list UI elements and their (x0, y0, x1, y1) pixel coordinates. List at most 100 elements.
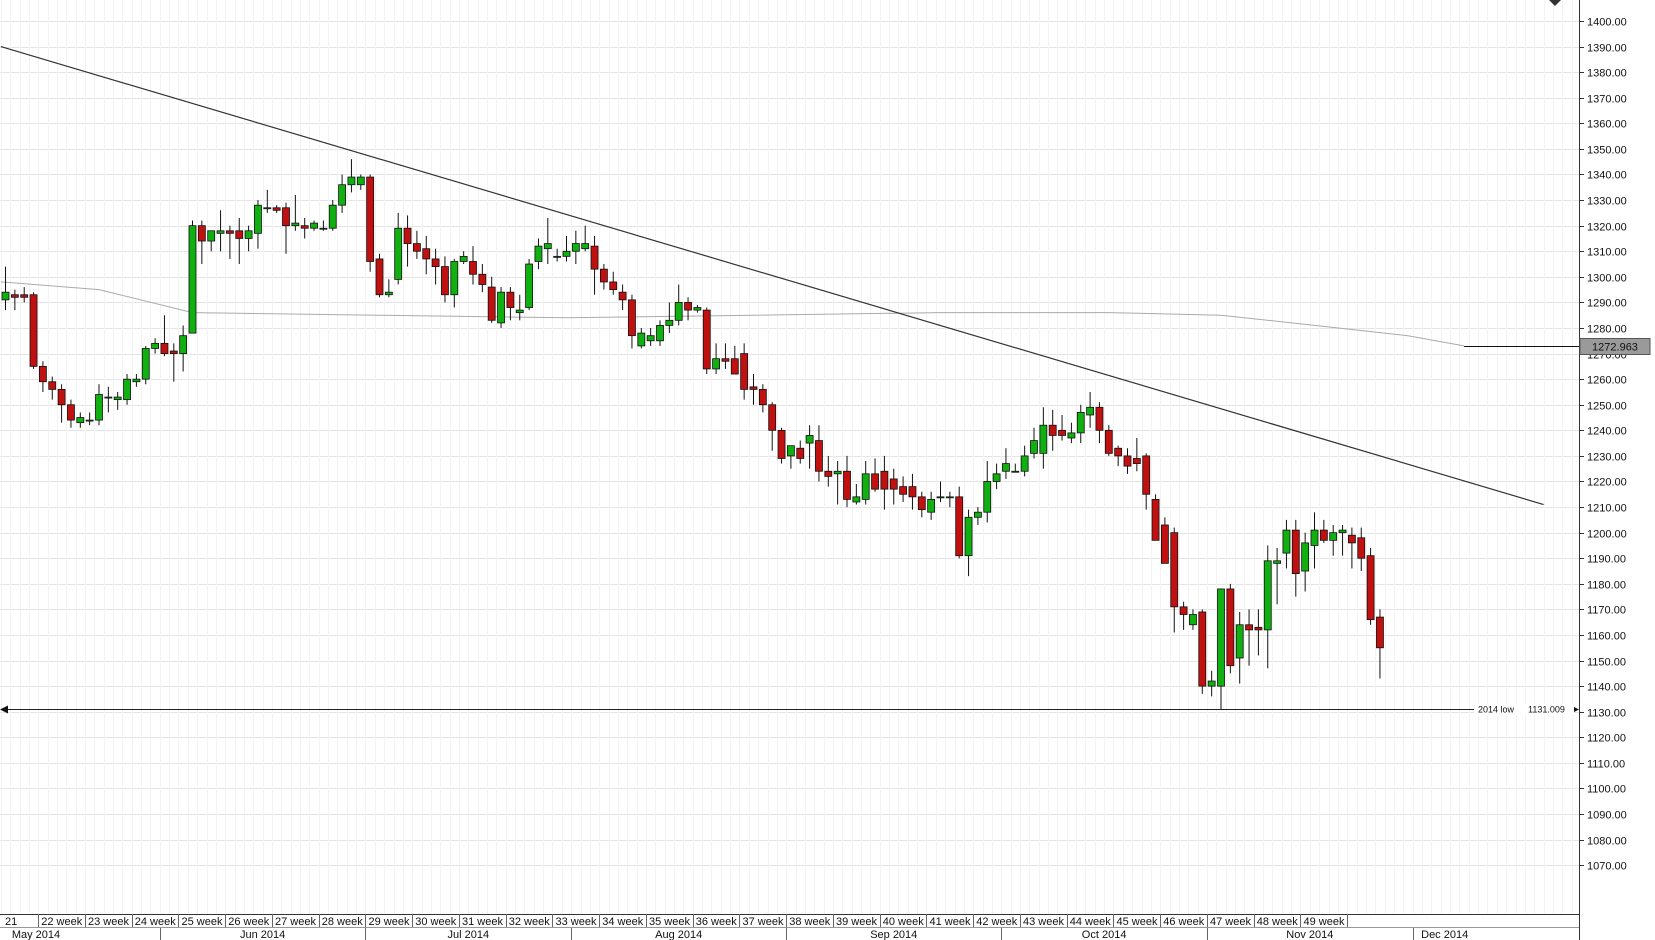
candle (796, 440, 805, 464)
candle (917, 491, 926, 518)
candle-body-down (758, 388, 767, 406)
week-label: 41 week (929, 916, 970, 928)
candle (525, 258, 533, 311)
candle-body-down (422, 248, 431, 260)
y-tick-label: 1360.00 (1587, 119, 1627, 131)
candle (113, 391, 122, 410)
candle (730, 345, 739, 375)
candle (974, 507, 982, 525)
week-label: 32 week (509, 916, 550, 928)
y-tick-label: 1130.00 (1587, 708, 1626, 720)
y-tick-label: 1210.00 (1587, 503, 1627, 515)
candle (403, 215, 412, 267)
candle (908, 473, 917, 510)
candle (983, 461, 992, 523)
candle-body-up (534, 245, 543, 262)
candle (899, 476, 907, 502)
candle (1329, 524, 1338, 556)
candle-body-up (104, 396, 113, 399)
week-label: 48 week (1257, 916, 1298, 928)
candle (1273, 548, 1281, 605)
candle (1039, 407, 1048, 469)
candle-body-up (459, 255, 468, 262)
candle-body-up (338, 184, 347, 206)
y-tick-label: 1340.00 (1587, 170, 1627, 182)
candle-body-down (1170, 532, 1179, 608)
week-label: 35 week (649, 916, 690, 928)
y-tick-label: 1380.00 (1587, 68, 1627, 80)
candle (39, 361, 47, 392)
candle-body-down (1376, 616, 1384, 649)
candle-body-up (581, 243, 590, 250)
candle (749, 374, 758, 405)
candle-body-down (749, 386, 758, 390)
y-tick-label: 1220.00 (1587, 477, 1627, 489)
week-label: 28 week (322, 916, 363, 928)
month-label: Oct 2014 (1082, 929, 1127, 940)
candle (656, 320, 664, 346)
candle (1151, 494, 1160, 541)
candle-body-up (384, 291, 393, 296)
month-label: Dec 2014 (1421, 929, 1468, 940)
candle (366, 174, 375, 272)
candle-body-up (123, 378, 131, 401)
week-label: 21 (5, 916, 17, 928)
candles-layer (1, 159, 1384, 710)
candle-body-down (702, 309, 711, 370)
y-tick-label: 1400.00 (1587, 17, 1627, 29)
candle-body-down (1058, 429, 1066, 436)
candle (244, 225, 253, 252)
candle-body-down (282, 207, 290, 227)
candle (665, 302, 674, 334)
candle (497, 287, 505, 328)
candle-body-up (974, 511, 982, 518)
candle-body-down (300, 225, 309, 229)
candle-body-down (1132, 458, 1141, 464)
candle-body-down (1226, 588, 1235, 667)
candle (861, 461, 870, 505)
candle (1217, 588, 1225, 710)
candle-body-up (646, 335, 655, 342)
moving-average-line (0, 281, 1465, 347)
candle (553, 248, 562, 262)
candle-body-up (1067, 432, 1076, 439)
candle-body-down (1319, 529, 1328, 541)
candle (1161, 517, 1169, 564)
week-label: 37 week (742, 916, 783, 928)
candle (609, 271, 618, 295)
candle (1348, 527, 1356, 569)
candle-body-down (796, 447, 805, 459)
candle-body-up (291, 222, 300, 227)
candle (590, 235, 599, 295)
candle (581, 225, 590, 252)
week-label: 33 week (555, 916, 596, 928)
candle-body-down (225, 230, 234, 234)
candle-body-up (656, 325, 664, 342)
y-tick-label: 1120.00 (1587, 733, 1626, 745)
candle (1357, 527, 1366, 572)
candle-body-down (1104, 429, 1113, 454)
candle-body-down (730, 358, 739, 375)
candle (338, 174, 347, 213)
scroll-marker-icon (1549, 0, 1561, 6)
candle (852, 484, 861, 505)
week-label: 29 week (368, 916, 409, 928)
candle-body-down (917, 496, 926, 511)
candle (300, 217, 309, 239)
candle-body-down (880, 470, 889, 490)
candle-body-down (1095, 406, 1104, 431)
week-label: 43 week (1023, 916, 1064, 928)
candle-body-up (1273, 560, 1281, 564)
candle-body-down (29, 294, 38, 367)
candle (740, 343, 749, 400)
candle (712, 343, 720, 375)
y-axis: 1070.00 1080.00 1090.00 1100.00 1110.00 1120.… (1579, 0, 1627, 940)
candle (123, 374, 131, 405)
candle (459, 251, 468, 265)
candle (628, 294, 636, 349)
support-label-background (1474, 703, 1574, 716)
candle (10, 289, 19, 311)
candle-body-down (1151, 499, 1160, 541)
x-axis: 21 22 week 23 week 24 week 25 week 26 week 27 … (0, 914, 1579, 940)
candle-body-up (1207, 680, 1216, 687)
